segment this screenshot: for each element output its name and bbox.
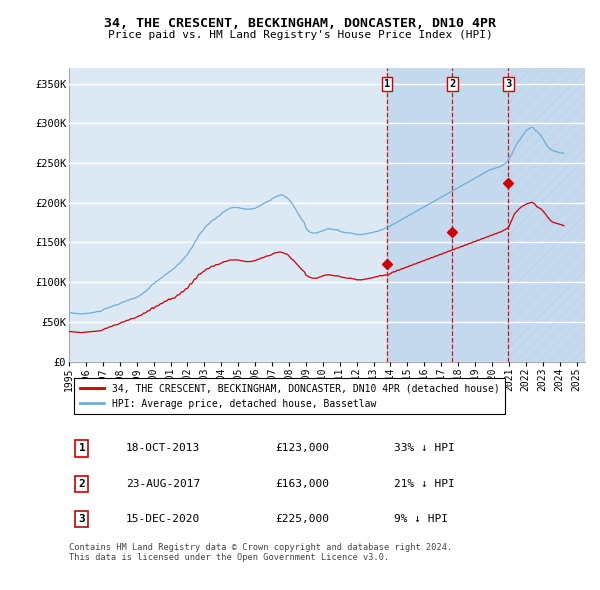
Text: 3: 3: [505, 79, 511, 89]
Legend: 34, THE CRESCENT, BECKINGHAM, DONCASTER, DN10 4PR (detached house), HPI: Average: 34, THE CRESCENT, BECKINGHAM, DONCASTER,…: [74, 378, 505, 415]
Text: Price paid vs. HM Land Registry's House Price Index (HPI): Price paid vs. HM Land Registry's House …: [107, 30, 493, 40]
Text: Contains HM Land Registry data © Crown copyright and database right 2024.
This d: Contains HM Land Registry data © Crown c…: [69, 543, 452, 562]
Text: 23-AUG-2017: 23-AUG-2017: [126, 478, 200, 489]
Text: £225,000: £225,000: [275, 514, 329, 524]
Text: 1: 1: [384, 79, 390, 89]
Text: £163,000: £163,000: [275, 478, 329, 489]
Text: 1: 1: [79, 444, 85, 454]
Text: 2: 2: [449, 79, 455, 89]
Text: 18-OCT-2013: 18-OCT-2013: [126, 444, 200, 454]
Text: 34, THE CRESCENT, BECKINGHAM, DONCASTER, DN10 4PR: 34, THE CRESCENT, BECKINGHAM, DONCASTER,…: [104, 17, 496, 30]
Text: £123,000: £123,000: [275, 444, 329, 454]
Bar: [508, 68, 585, 362]
Text: 21% ↓ HPI: 21% ↓ HPI: [394, 478, 455, 489]
Text: 9% ↓ HPI: 9% ↓ HPI: [394, 514, 448, 524]
Text: 2: 2: [79, 478, 85, 489]
Text: 15-DEC-2020: 15-DEC-2020: [126, 514, 200, 524]
Text: 33% ↓ HPI: 33% ↓ HPI: [394, 444, 455, 454]
Bar: [387, 68, 585, 362]
Text: 3: 3: [79, 514, 85, 524]
